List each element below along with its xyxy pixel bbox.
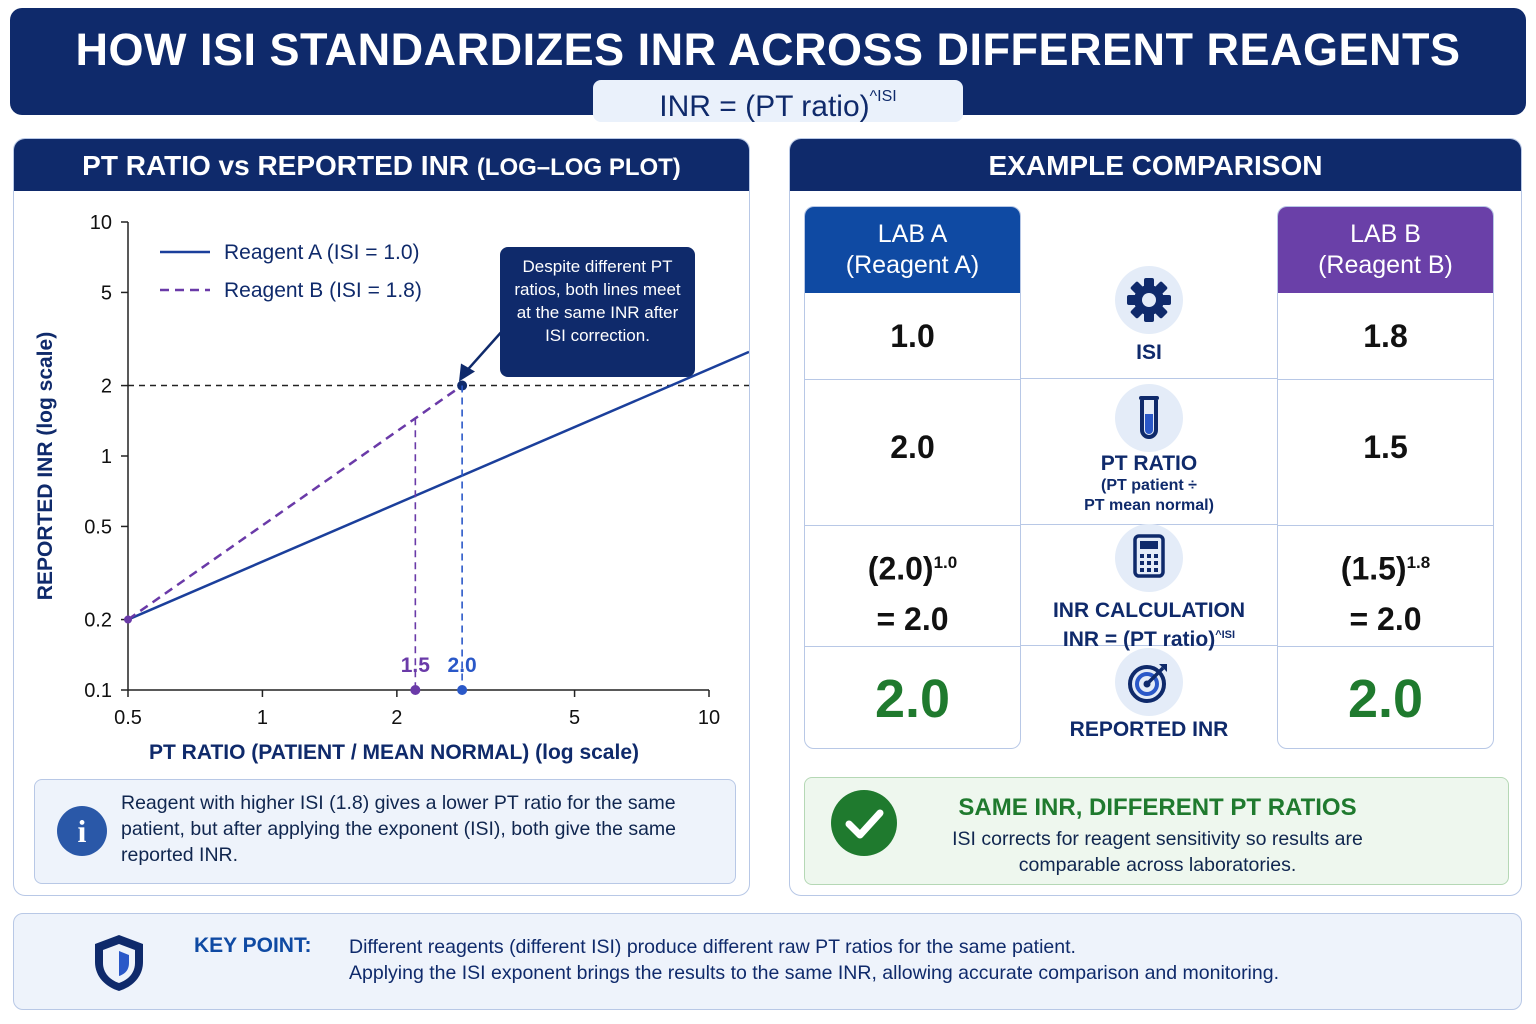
lab-a-calc-result: = 2.0 — [876, 600, 949, 637]
log-log-chart: 0.1 0.2 0.5 1 2 5 10 0.5 1 2 5 10 PT RATIO (PATIENT … — [34, 212, 749, 764]
lab-b-reported-inr: 2.0 — [1278, 646, 1493, 748]
series-line-reagent-a — [127, 350, 749, 621]
comparison-panel-title: EXAMPLE COMPARISON — [790, 139, 1521, 191]
y-tick-label: 0.1 — [84, 680, 112, 702]
info-box: i Reagent with higher ISI (1.8) gives a … — [34, 779, 736, 884]
y-tick-label: 10 — [90, 212, 112, 234]
y-axis-label: REPORTED INR (log scale) — [34, 332, 57, 600]
lab-a-pt-ratio: 2.0 — [805, 379, 1020, 526]
formula-base: INR = (PT ratio) — [659, 90, 870, 123]
y-tick-label: 2 — [101, 376, 112, 398]
lab-b-header: LAB B (Reagent B) — [1278, 207, 1493, 293]
info-text: Reagent with higher ISI (1.8) gives a lo… — [121, 792, 677, 866]
marker-point — [457, 685, 468, 695]
chart-panel-title-main: PT RATIO vs REPORTED INR — [82, 150, 477, 181]
x-tick-label: 0.5 — [114, 707, 142, 729]
lab-a-name: LAB A — [877, 220, 948, 248]
test-tube-icon — [1115, 384, 1183, 452]
x-tick-label: 5 — [569, 707, 580, 729]
lab-b-calculation: (1.5)1.8 = 2.0 — [1278, 525, 1493, 647]
row-label-reported-inr: REPORTED INR — [1069, 718, 1229, 741]
key-point-line-1: Different reagents (different ISI) produ… — [349, 936, 1076, 958]
shield-icon — [90, 932, 148, 999]
calculator-icon — [1115, 524, 1183, 592]
gear-icon — [1115, 266, 1183, 334]
row-label-pt-ratio-sub2: PT mean normal) — [1084, 497, 1214, 514]
row-divider — [1020, 645, 1278, 646]
lab-a-reagent: (Reagent A) — [845, 251, 980, 279]
row-label-pt-ratio: PT RATIO — [1100, 452, 1198, 475]
page-header: HOW ISI STANDARDIZES INR ACROSS DIFFEREN… — [10, 8, 1526, 123]
lab-a-calculation: (2.0)1.0 = 2.0 — [805, 525, 1020, 647]
row-label-inr-formula: INR = (PT ratio)^ISI — [1020, 624, 1278, 651]
origin-point — [124, 615, 132, 624]
row-label-inr-calculation: INR CALCULATION — [1052, 599, 1246, 622]
series-line-reagent-b — [127, 384, 463, 621]
key-point-text: Different reagents (different ISI) produ… — [349, 934, 1499, 986]
key-point-box: KEY POINT: Different reagents (different… — [13, 913, 1522, 1010]
callout-arrow-head — [459, 363, 475, 382]
summary-text: ISI corrects for reagent sensitivity so … — [952, 828, 1363, 876]
lab-a-reported-inr: 2.0 — [805, 646, 1020, 748]
lab-a-calc-exp: 1.0 — [933, 553, 958, 572]
x-tick-label: 2 — [391, 707, 402, 729]
lab-b-reagent: (Reagent B) — [1318, 251, 1453, 279]
chart-panel-title-paren: (LOG–LOG PLOT) — [476, 154, 681, 181]
row-label-pt-ratio-sub1: (PT patient ÷ — [1101, 477, 1197, 494]
page-title: HOW ISI STANDARDIZES INR ACROSS DIFFEREN… — [75, 24, 1461, 75]
lab-b-name: LAB B — [1350, 220, 1421, 248]
lab-a-header: LAB A (Reagent A) — [805, 207, 1020, 293]
callout-arrow-shaft — [465, 328, 505, 373]
row-labels: ISI PT RATIO (PT patient ÷ PT mean norma… — [1020, 206, 1278, 749]
key-point-label: KEY POINT: — [194, 934, 312, 957]
chart-callout: Despite different PT ratios, both lines … — [500, 247, 695, 377]
lab-b-isi: 1.8 — [1363, 318, 1408, 354]
y-tick-label: 0.5 — [84, 516, 112, 538]
lab-a-calc-base: (2.0) — [867, 550, 934, 587]
key-point-line-2: Applying the ISI exponent brings the res… — [349, 962, 1280, 984]
legend-label: Reagent A (ISI = 1.0) — [224, 241, 420, 264]
row-label-isi: ISI — [1136, 341, 1162, 364]
row-label-inr-formula-base: INR = (PT ratio) — [1062, 628, 1216, 651]
x-tick-label: 10 — [698, 707, 720, 729]
chart-panel: PT RATIO vs REPORTED INR (LOG–LOG PLOT) … — [13, 138, 750, 896]
target-icon — [1115, 648, 1183, 716]
y-tick-label: 5 — [101, 282, 112, 304]
summary-title: SAME INR, DIFFERENT PT RATIOS — [958, 794, 1357, 821]
lab-b-calc-exp: 1.8 — [1406, 553, 1431, 572]
comparison-panel: EXAMPLE COMPARISON LAB A (Reagent A) 1.0… — [789, 138, 1522, 896]
x-tick-label: 1 — [257, 707, 268, 729]
y-tick-label: 1 — [101, 446, 112, 468]
summary-box: SAME INR, DIFFERENT PT RATIOS ISI correc… — [804, 777, 1509, 885]
legend-label: Reagent B (ISI = 1.8) — [224, 279, 422, 302]
lab-a-isi: 1.0 — [890, 318, 935, 354]
marker-label: 1.5 — [401, 654, 431, 677]
x-axis-label: PT RATIO (PATIENT / MEAN NORMAL) (log sc… — [149, 741, 639, 764]
row-divider — [1020, 378, 1278, 379]
info-icon: i — [57, 806, 107, 856]
row-label-inr-formula-exp: ^ISI — [1215, 629, 1236, 641]
marker-point — [410, 685, 421, 695]
chart-panel-title: PT RATIO vs REPORTED INR (LOG–LOG PLOT) — [14, 139, 749, 191]
y-tick-label: 0.2 — [84, 610, 112, 632]
check-icon — [831, 790, 897, 856]
lab-b-calc-result: = 2.0 — [1349, 600, 1422, 637]
lab-a-column: LAB A (Reagent A) 1.0 2.0 (2.0)1.0 = 2.0… — [804, 206, 1021, 749]
formula-exponent: ^ISI — [869, 88, 897, 105]
intersection-point — [457, 380, 468, 391]
lab-b-calc-base: (1.5) — [1340, 550, 1407, 587]
lab-b-column: LAB B (Reagent B) 1.8 1.5 (1.5)1.8 = 2.0… — [1277, 206, 1494, 749]
marker-label: 2.0 — [448, 654, 477, 677]
lab-b-pt-ratio: 1.5 — [1278, 379, 1493, 526]
formula-box: INR = (PT ratio)^ISI — [593, 80, 963, 123]
